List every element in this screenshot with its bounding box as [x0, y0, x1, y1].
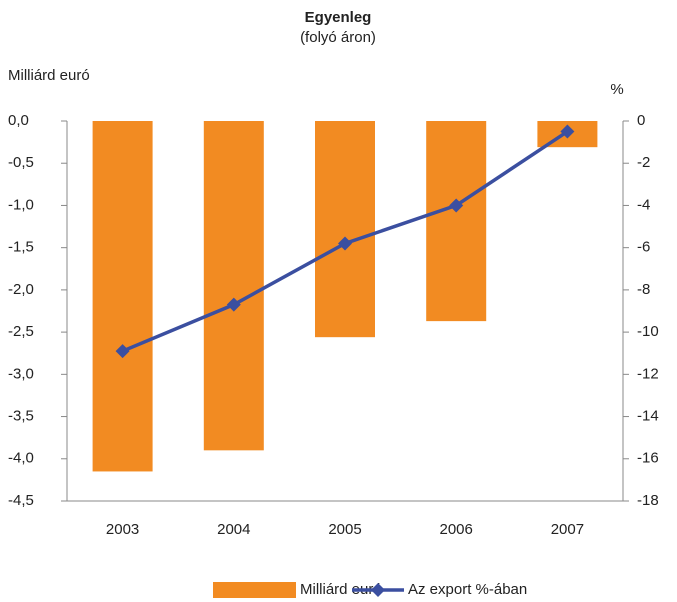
y2-tick-label: -12: [637, 365, 659, 382]
x-tick-label: 2003: [106, 521, 139, 538]
x-tick-label: 2007: [551, 521, 584, 538]
line-marker: [338, 236, 352, 251]
y-axis-label: Milliárd euró: [8, 67, 90, 84]
y-tick-label: -4,5: [8, 492, 34, 509]
y-tick-label: -2,0: [8, 281, 34, 298]
line-marker: [226, 297, 241, 312]
line-marker: [560, 124, 575, 139]
bar: [92, 121, 153, 472]
y2-tick-label: 0: [637, 112, 645, 129]
y-tick-label: -0,5: [8, 154, 34, 171]
y-tick-label: -1,5: [8, 239, 34, 256]
y2-tick-label: -6: [637, 239, 650, 256]
y-tick-label: -3,0: [8, 365, 34, 382]
line-marker: [449, 198, 464, 213]
legend-swatch: [213, 582, 296, 598]
chart-title: Egyenleg: [305, 9, 372, 26]
legend-marker: [371, 583, 385, 597]
bar: [315, 121, 375, 338]
bar: [203, 121, 264, 451]
y-tick-label: 0,0: [8, 112, 29, 129]
x-tick-label: 2006: [440, 521, 473, 538]
y2-tick-label: -18: [637, 492, 659, 509]
y2-tick-label: -2: [637, 154, 650, 171]
y-tick-label: -3,5: [8, 408, 34, 425]
y2-tick-label: -10: [637, 323, 659, 340]
y2-tick-label: -16: [637, 450, 659, 467]
y-tick-label: -2,5: [8, 323, 34, 340]
x-tick-label: 2004: [217, 521, 250, 538]
y2-axis-label: %: [610, 81, 623, 98]
legend-label: Milliárd euró: [300, 581, 382, 598]
legend-label: Az export %-ában: [408, 581, 527, 598]
x-tick-label: 2005: [328, 521, 361, 538]
line-marker: [115, 344, 130, 359]
y2-tick-label: -14: [637, 408, 659, 425]
y-tick-label: -1,0: [8, 196, 34, 213]
y2-tick-label: -4: [637, 196, 650, 213]
y-tick-label: -4,0: [8, 450, 34, 467]
y2-tick-label: -8: [637, 281, 650, 298]
chart-subtitle: (folyó áron): [300, 29, 376, 46]
bar: [426, 121, 487, 322]
